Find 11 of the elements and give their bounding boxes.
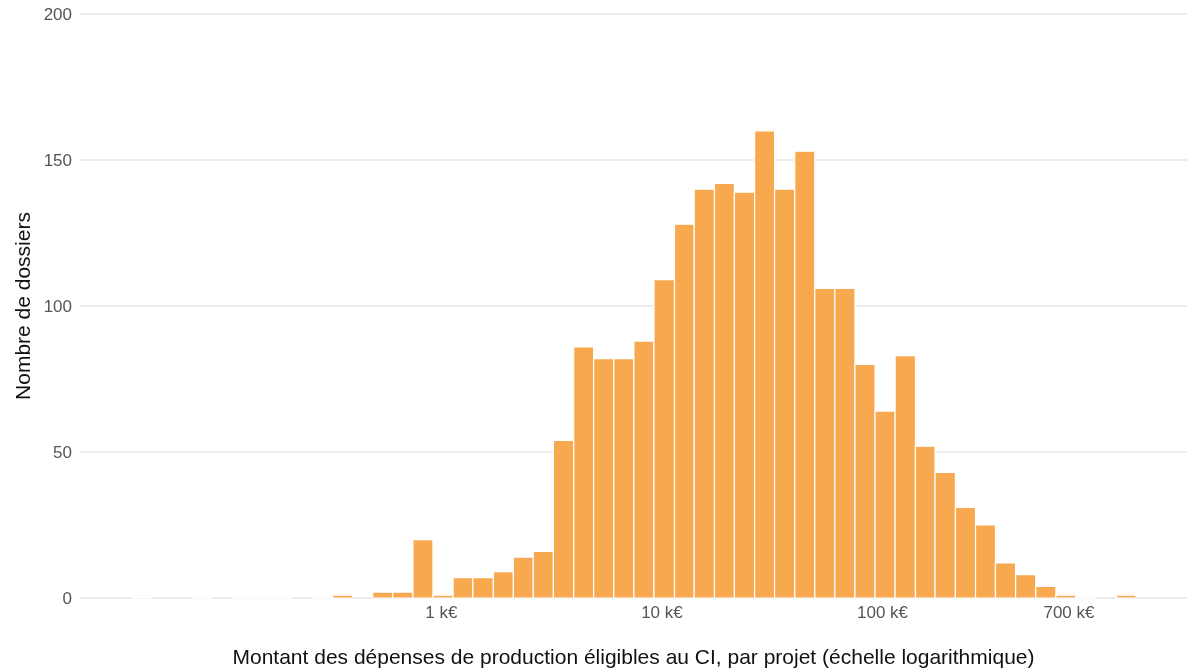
y-tick-label: 100 xyxy=(43,297,72,317)
x-tick-label: 100 k€ xyxy=(857,603,909,623)
y-tick-label: 50 xyxy=(53,443,72,463)
y-tick-label: 200 xyxy=(43,5,72,25)
y-tick-label: 0 xyxy=(62,589,72,609)
y-axis-title: Nombre de dossiers xyxy=(10,212,34,400)
x-tick-label: 700 k€ xyxy=(1043,603,1096,623)
x-axis-title: Montant des dépenses de production éligibles au CI, par projet (échelle logarithmique) xyxy=(232,645,1035,668)
y-tick-label: 150 xyxy=(43,151,72,171)
x-tick-label: 1 k€ xyxy=(425,603,458,623)
x-tick-label: 10 k€ xyxy=(641,603,684,623)
